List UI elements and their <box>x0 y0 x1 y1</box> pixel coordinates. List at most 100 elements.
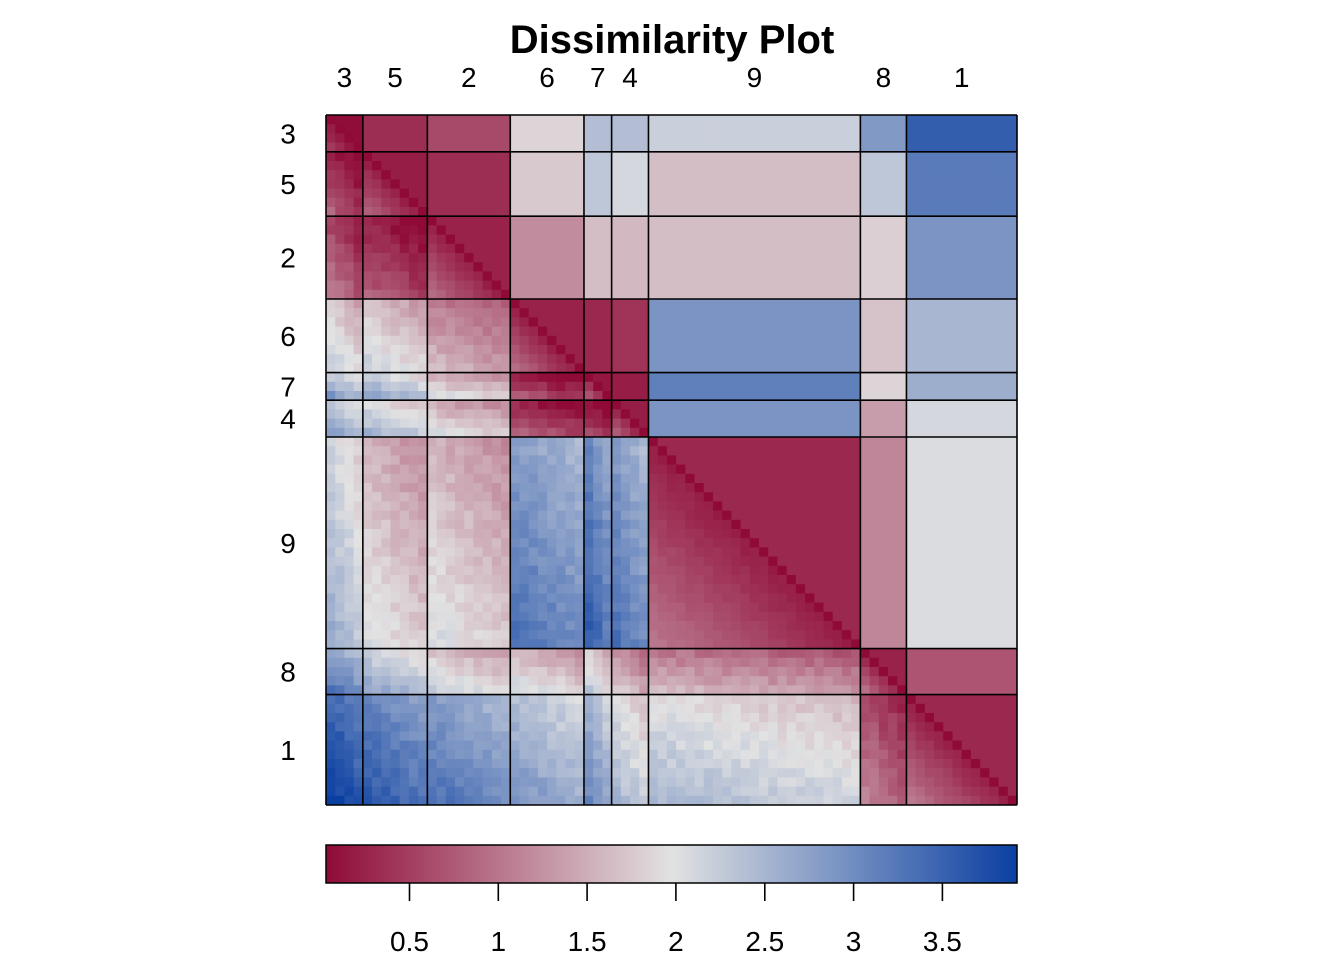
heatmap-cell <box>906 142 917 153</box>
heatmap-cell <box>381 317 391 327</box>
heatmap-cell <box>906 161 917 171</box>
heatmap-cell <box>712 648 723 659</box>
heatmap-cell <box>454 391 465 401</box>
heatmap-cell <box>740 492 751 502</box>
heatmap-cell <box>722 565 732 576</box>
heatmap-cell <box>648 703 659 714</box>
heatmap-cell <box>823 584 834 594</box>
heatmap-cell <box>335 253 345 263</box>
heatmap-cell <box>666 308 677 318</box>
heatmap-cell <box>970 584 981 594</box>
heatmap-cell <box>970 437 981 447</box>
heatmap-cell <box>860 593 870 603</box>
heatmap-cell <box>897 593 907 603</box>
heatmap-cell <box>602 713 613 723</box>
heatmap-cell <box>980 501 990 511</box>
heatmap-cell <box>574 409 585 419</box>
heatmap-cell <box>547 703 557 714</box>
heatmap-cell <box>814 372 824 383</box>
heatmap-cell <box>795 391 806 401</box>
heatmap-cell <box>602 492 613 502</box>
heatmap-cell <box>547 657 557 668</box>
heatmap-cell <box>418 207 428 217</box>
heatmap-cell <box>427 391 437 401</box>
heatmap-cell <box>491 308 502 318</box>
heatmap-cell <box>537 437 548 447</box>
heatmap-cell <box>408 280 419 291</box>
heatmap-cell <box>915 243 926 254</box>
heatmap-cell <box>924 207 935 217</box>
heatmap-cell <box>510 317 520 327</box>
heatmap-cell <box>666 262 677 272</box>
heatmap-cell <box>768 299 778 309</box>
heatmap-cell <box>565 381 576 392</box>
heatmap-cell <box>841 345 852 355</box>
heatmap-cell <box>639 115 649 125</box>
heatmap-cell <box>326 427 336 438</box>
heatmap-cell <box>381 427 391 438</box>
heatmap-cell <box>639 584 649 594</box>
heatmap-cell <box>390 363 401 373</box>
heatmap-cell <box>952 529 963 539</box>
heatmap-cell <box>335 142 345 153</box>
heatmap-cell <box>841 391 852 401</box>
heatmap-cell <box>712 427 723 438</box>
heatmap-cell <box>620 648 631 659</box>
heatmap-cell <box>427 575 437 585</box>
heatmap-cell <box>878 565 889 576</box>
heatmap-cell <box>574 685 585 695</box>
heatmap-cell <box>694 621 705 631</box>
heatmap-cell <box>556 630 566 640</box>
heatmap-cell <box>694 446 705 456</box>
heatmap-cell <box>436 602 447 613</box>
heatmap-cell <box>869 151 880 162</box>
heatmap-cell <box>777 473 788 484</box>
heatmap-cell <box>915 234 926 245</box>
heatmap-cell <box>620 151 631 162</box>
heatmap-cell <box>501 124 511 134</box>
heatmap-cell <box>408 694 419 705</box>
heatmap-cell <box>510 621 520 631</box>
heatmap-cell <box>989 225 999 235</box>
heatmap-cell <box>408 510 419 521</box>
heatmap-cell <box>1007 621 1018 631</box>
heatmap-cell <box>795 372 806 383</box>
heatmap-cell <box>823 280 834 291</box>
heatmap-cell <box>362 565 373 576</box>
heatmap-cell <box>851 400 861 410</box>
heatmap-cell <box>482 676 493 686</box>
heatmap-cell <box>924 446 935 456</box>
heatmap-cell <box>630 621 640 631</box>
heatmap-cell <box>390 657 401 668</box>
heatmap-cell <box>970 685 981 695</box>
heatmap-cell <box>952 400 963 410</box>
heatmap-cell <box>888 437 898 447</box>
heatmap-cell <box>574 161 585 171</box>
heatmap-cell <box>574 565 585 576</box>
heatmap-cell <box>639 657 649 668</box>
heatmap-cell <box>1007 225 1018 235</box>
heatmap-cell <box>786 547 797 557</box>
heatmap-cell <box>869 179 880 189</box>
heatmap-cell <box>427 483 437 493</box>
heatmap-cell <box>970 400 981 410</box>
heatmap-cell <box>970 602 981 613</box>
heatmap-cell <box>749 611 760 622</box>
heatmap-cell <box>445 639 456 649</box>
heatmap-cell <box>639 483 649 493</box>
heatmap-cell <box>390 630 401 640</box>
heatmap-cell <box>326 133 336 143</box>
heatmap-cell <box>372 170 382 180</box>
heatmap-cell <box>537 280 548 291</box>
heatmap-cell <box>906 188 917 199</box>
heatmap-cell <box>510 391 520 401</box>
heatmap-cell <box>445 556 456 567</box>
heatmap-cell <box>934 381 944 392</box>
heatmap-cell <box>547 197 557 208</box>
heatmap-cell <box>777 703 788 714</box>
heatmap-cell <box>961 124 972 134</box>
heatmap-cell <box>473 335 484 346</box>
heatmap-cell <box>777 510 788 521</box>
heatmap-cell <box>519 280 530 291</box>
heatmap-cell <box>427 207 437 217</box>
